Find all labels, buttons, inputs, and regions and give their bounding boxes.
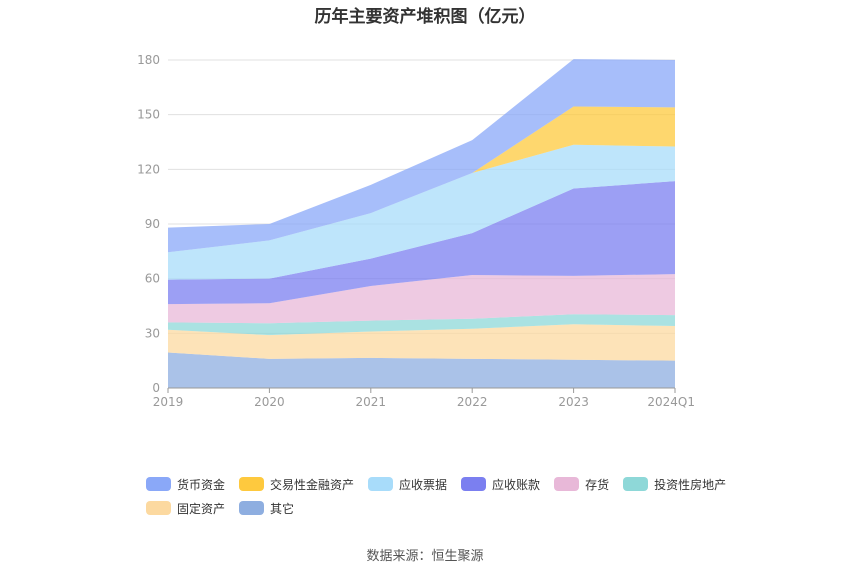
legend-label: 应收账款 bbox=[492, 477, 541, 492]
legend-swatch bbox=[146, 501, 171, 515]
legend-item[interactable]: 货币资金 bbox=[146, 472, 225, 496]
legend-label: 投资性房地产 bbox=[654, 477, 727, 492]
x-tick-label: 2022 bbox=[457, 395, 488, 409]
legend-label: 其它 bbox=[270, 501, 295, 516]
x-tick-label: 2021 bbox=[356, 395, 387, 409]
data-source: 数据来源：恒生聚源 bbox=[366, 549, 484, 564]
legend: 货币资金 交易性金融资产 应收票据 应收账款 存货 投资性房地产固定资产 其它 bbox=[146, 472, 746, 520]
legend-item[interactable]: 存货 bbox=[554, 472, 609, 496]
y-tick-label: 180 bbox=[137, 53, 160, 67]
legend-swatch bbox=[239, 501, 265, 515]
legend-swatch bbox=[623, 477, 649, 491]
y-tick-label: 0 bbox=[152, 381, 160, 395]
legend-swatch bbox=[239, 477, 265, 491]
y-tick-label: 150 bbox=[137, 108, 160, 122]
legend-label: 应收票据 bbox=[399, 477, 448, 492]
legend-item[interactable]: 应收账款 bbox=[461, 472, 540, 496]
y-tick-label: 120 bbox=[137, 162, 160, 176]
y-tick-label: 90 bbox=[145, 217, 160, 231]
legend-item[interactable]: 交易性金融资产 bbox=[239, 472, 354, 496]
x-tick-label: 2023 bbox=[558, 395, 589, 409]
axis-layer: 0 30 60 90 120 150 180 2019 2020 2021 2022 2023 2024… bbox=[137, 53, 695, 409]
legend-label: 存货 bbox=[585, 477, 610, 492]
x-tick-label: 2024Q1 bbox=[647, 395, 695, 409]
legend-swatch bbox=[368, 477, 394, 491]
legend-swatch bbox=[146, 477, 171, 491]
area-series-7[interactable] bbox=[168, 59, 675, 253]
legend-swatch bbox=[554, 477, 580, 491]
legend-item[interactable]: 应收票据 bbox=[368, 472, 447, 496]
area-series-3[interactable] bbox=[168, 274, 675, 324]
x-tick-label: 2020 bbox=[254, 395, 285, 409]
y-tick-label: 60 bbox=[145, 272, 160, 286]
legend-item[interactable]: 投资性房地产 bbox=[623, 472, 726, 496]
legend-item[interactable]: 固定资产 bbox=[146, 496, 225, 520]
legend-label: 货币资金 bbox=[177, 477, 226, 492]
area-series-6[interactable] bbox=[168, 106, 675, 253]
y-tick-label: 30 bbox=[145, 326, 160, 340]
legend-label: 固定资产 bbox=[177, 501, 226, 516]
area-series-1[interactable] bbox=[168, 324, 675, 361]
legend-swatch bbox=[461, 477, 487, 491]
legend-item[interactable]: 其它 bbox=[239, 496, 294, 520]
area-series-5[interactable] bbox=[168, 144, 675, 280]
chart-title: 历年主要资产堆积图（亿元） bbox=[314, 7, 536, 27]
area-series-2[interactable] bbox=[168, 314, 675, 336]
area-layer bbox=[168, 59, 675, 388]
area-series-4[interactable] bbox=[168, 181, 675, 305]
legend-label: 交易性金融资产 bbox=[270, 477, 355, 492]
area-series-0[interactable] bbox=[168, 352, 675, 388]
x-tick-label: 2019 bbox=[153, 395, 184, 409]
